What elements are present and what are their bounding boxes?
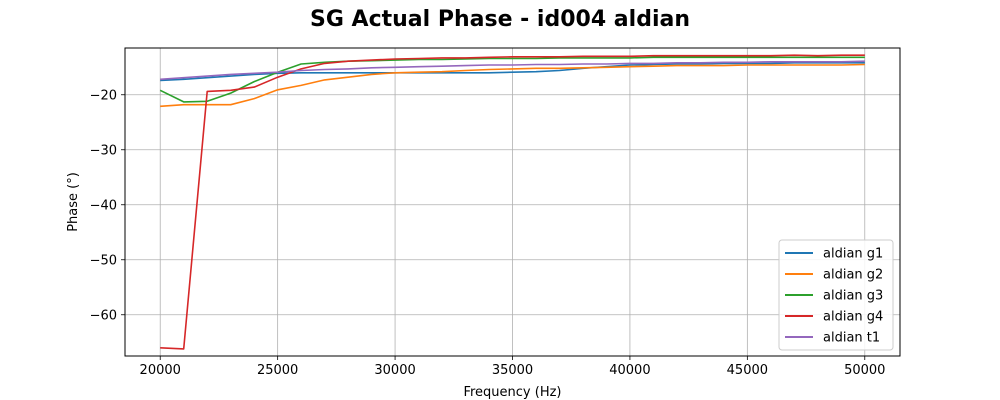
x-axis-label: Frequency (Hz) [463, 385, 561, 400]
x-tick-label: 35000 [492, 363, 533, 378]
x-tick-label: 45000 [727, 363, 768, 378]
series-line-aldian-t1 [160, 60, 865, 81]
legend-box [778, 239, 894, 351]
legend-label: aldian g4 [823, 310, 883, 325]
y-tick-label: −30 [90, 143, 117, 158]
series-group [159, 54, 865, 350]
y-tick-label: −60 [90, 308, 117, 323]
legend-label: aldian g3 [823, 289, 883, 304]
x-tick-label: 25000 [257, 363, 298, 378]
series-line-aldian-g4 [160, 54, 865, 350]
x-tick-label: 20000 [140, 363, 181, 378]
chart-title: SG Actual Phase - id004 aldian [310, 7, 690, 32]
x-tick-label: 40000 [609, 363, 650, 378]
y-axis-label: Phase (°) [66, 172, 81, 232]
y-tick-label: −50 [90, 253, 117, 268]
x-tick-label: 50000 [844, 363, 885, 378]
legend: aldian g1 aldian g2 aldian g3 aldian g4 aldi… [778, 239, 894, 351]
ticks: 20000 25000 30000 35000 40000 45000 50000 −20 −3… [90, 88, 886, 378]
y-tick-label: −40 [90, 198, 117, 213]
series-line-aldian-g2 [160, 63, 865, 108]
legend-label: aldian t1 [823, 331, 880, 346]
legend-label: aldian g1 [823, 247, 883, 262]
y-tick-label: −20 [90, 88, 117, 103]
grid [125, 48, 900, 356]
series-line-aldian-g1 [160, 61, 865, 82]
legend-label: aldian g2 [823, 268, 883, 283]
x-tick-label: 30000 [374, 363, 415, 378]
